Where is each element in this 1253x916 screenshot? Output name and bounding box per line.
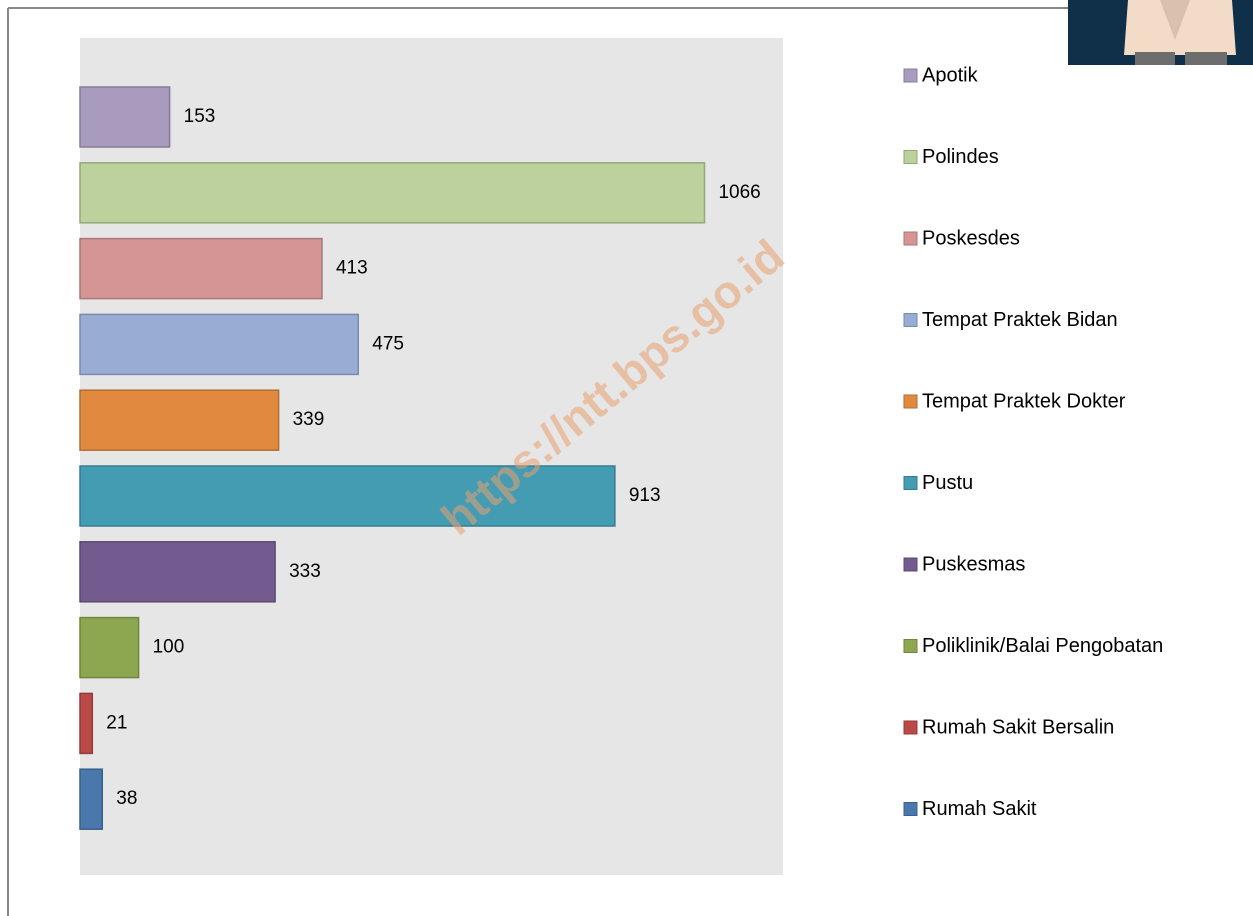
legend-swatch [903,150,918,164]
bar [79,237,323,300]
bar [79,86,171,148]
legend-swatch [903,720,918,735]
value-label: 21 [106,712,127,733]
legend-label: Tempat Praktek Dokter [922,390,1126,412]
legend-label: Poliklinik/Balai Pengobatan [922,635,1163,657]
legend-label: Polindes [922,146,999,168]
legend-swatch [903,557,918,572]
bar [79,768,104,830]
legend-label: Poskesdes [922,227,1020,249]
value-label: 153 [184,106,216,127]
value-label: 1066 [718,182,760,203]
legend-swatch [903,476,918,490]
legend-label: Puskesmas [922,553,1025,575]
bar [79,389,280,451]
bar [79,692,94,755]
bar [79,465,616,527]
value-label: 100 [153,637,185,658]
value-label: 475 [372,333,404,354]
legend-swatch [903,231,918,246]
bar [79,162,706,224]
figure-leg [1185,52,1227,65]
legend-label: Pustu [922,472,973,494]
legend-label: Apotik [922,64,979,86]
legend-swatch [903,313,918,327]
legend-label: Rumah Sakit [922,798,1037,820]
bars: 153 1066 413 475 339 913 333 100 21 38 [79,86,761,830]
bar [79,313,360,376]
legend-swatch [903,394,918,409]
value-label: 333 [289,561,321,582]
legend-label: Rumah Sakit Bersalin [922,716,1114,738]
legend-swatch [903,802,918,816]
bar [79,616,140,679]
legend: Apotik Polindes Poskesdes Tempat Praktek Bi… [903,64,1163,820]
value-label: 38 [116,788,137,809]
value-label: 913 [629,485,661,506]
corner-image [1068,0,1253,65]
value-label: 339 [293,409,325,430]
figure-coat [1124,0,1236,55]
legend-swatch [903,68,918,83]
value-label: 413 [336,258,368,279]
legend-label: Tempat Praktek Bidan [922,309,1118,331]
legend-swatch [903,639,918,653]
figure-leg [1135,52,1175,65]
bar [79,541,276,603]
figure-fold [1160,0,1190,40]
